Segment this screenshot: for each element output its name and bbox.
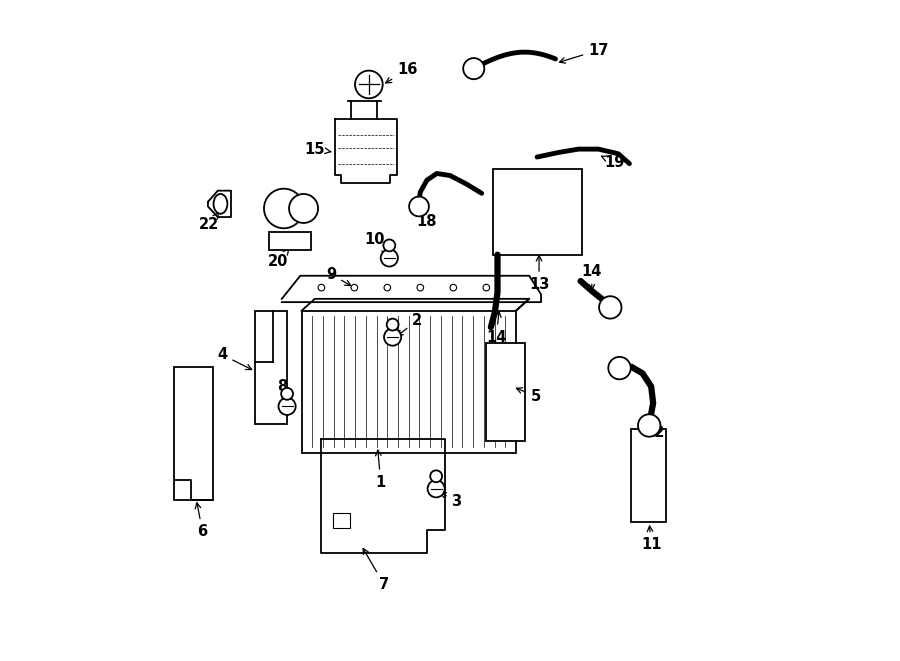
Text: 9: 9 (326, 267, 351, 286)
Bar (268, 231, 311, 250)
Circle shape (430, 471, 442, 483)
Circle shape (483, 284, 490, 291)
Circle shape (464, 58, 484, 79)
Bar (493, 169, 582, 254)
Polygon shape (335, 119, 397, 183)
Circle shape (289, 194, 318, 223)
Text: 2: 2 (397, 313, 422, 336)
Text: 20: 20 (268, 249, 289, 269)
Bar (333, 513, 350, 527)
Circle shape (384, 284, 391, 291)
Bar (302, 311, 516, 453)
Bar (256, 311, 287, 424)
Circle shape (638, 414, 661, 437)
Text: 15: 15 (304, 141, 331, 157)
Text: 5: 5 (517, 388, 541, 404)
Text: 18: 18 (417, 211, 437, 229)
Text: 14: 14 (486, 311, 507, 344)
Text: 12: 12 (644, 417, 665, 440)
Text: 3: 3 (440, 492, 462, 510)
Circle shape (450, 284, 456, 291)
Text: 16: 16 (385, 62, 418, 83)
Text: 17: 17 (560, 43, 608, 63)
Circle shape (381, 249, 398, 266)
Text: 13: 13 (529, 256, 549, 292)
Text: 7: 7 (363, 549, 389, 592)
Bar (632, 430, 666, 522)
Circle shape (410, 196, 429, 216)
Text: 22: 22 (199, 212, 220, 233)
Circle shape (318, 284, 325, 291)
Text: 11: 11 (641, 526, 662, 553)
Text: 10: 10 (364, 232, 388, 253)
Bar (486, 343, 525, 441)
Circle shape (383, 239, 395, 251)
Text: 6: 6 (195, 503, 208, 539)
Circle shape (608, 357, 631, 379)
Text: 19: 19 (601, 155, 626, 170)
Text: 14: 14 (581, 264, 602, 290)
Text: 21: 21 (274, 211, 295, 229)
Circle shape (428, 481, 445, 497)
Circle shape (384, 329, 401, 346)
Circle shape (281, 388, 293, 400)
Circle shape (599, 296, 622, 319)
Bar (175, 367, 212, 500)
Circle shape (417, 284, 424, 291)
Circle shape (278, 398, 296, 415)
Circle shape (351, 284, 357, 291)
Text: 1: 1 (375, 450, 386, 490)
Circle shape (387, 319, 399, 330)
Ellipse shape (213, 194, 228, 214)
Circle shape (264, 188, 303, 228)
Text: 8: 8 (276, 379, 287, 403)
Text: 4: 4 (218, 348, 252, 369)
Circle shape (355, 71, 382, 98)
